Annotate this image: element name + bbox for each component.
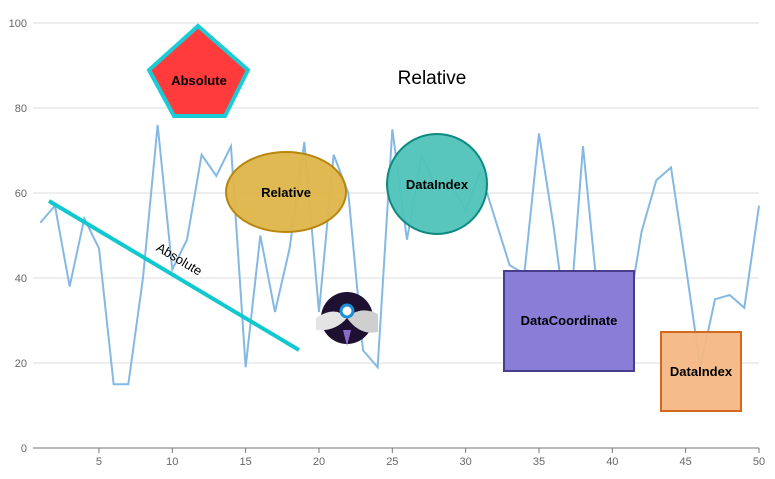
x-tick-label: 20 (313, 456, 325, 468)
y-tick-label: 80 (15, 103, 27, 115)
x-tick-label: 25 (386, 456, 398, 468)
y-tick-label: 0 (21, 443, 27, 455)
annotation-circle: DataIndex (386, 133, 488, 235)
x-tick-label: 30 (460, 456, 472, 468)
y-tick-label: 100 (9, 18, 27, 30)
y-tick-label: 60 (15, 188, 27, 200)
y-tick-label: 40 (15, 273, 27, 285)
annotation-rectangle-dataindex: DataIndex (660, 331, 742, 412)
annotation-rectangle-datacoordinate: DataCoordinate (503, 270, 635, 372)
annotation-label: DataIndex (670, 364, 733, 379)
x-tick-label: 50 (753, 456, 765, 468)
annotation-label: Relative (261, 185, 311, 200)
annotation-label: Absolute (154, 240, 205, 279)
annotation-pentagon: Absolute (146, 23, 251, 118)
x-tick-label: 35 (533, 456, 545, 468)
annotation-label: DataCoordinate (521, 313, 618, 328)
x-tick-label: 10 (166, 456, 178, 468)
annotation-label: Absolute (171, 73, 227, 88)
x-tick-label: 5 (96, 456, 102, 468)
y-tick-label: 20 (15, 358, 27, 370)
x-tick-label: 45 (680, 456, 692, 468)
annotation-label: DataIndex (406, 177, 469, 192)
annotation-image-icon (316, 292, 378, 346)
x-tick-label: 15 (240, 456, 252, 468)
annotation-ellipse: Relative (225, 151, 347, 233)
annotation-text: Relative (398, 68, 467, 89)
x-tick-label: 40 (606, 456, 618, 468)
